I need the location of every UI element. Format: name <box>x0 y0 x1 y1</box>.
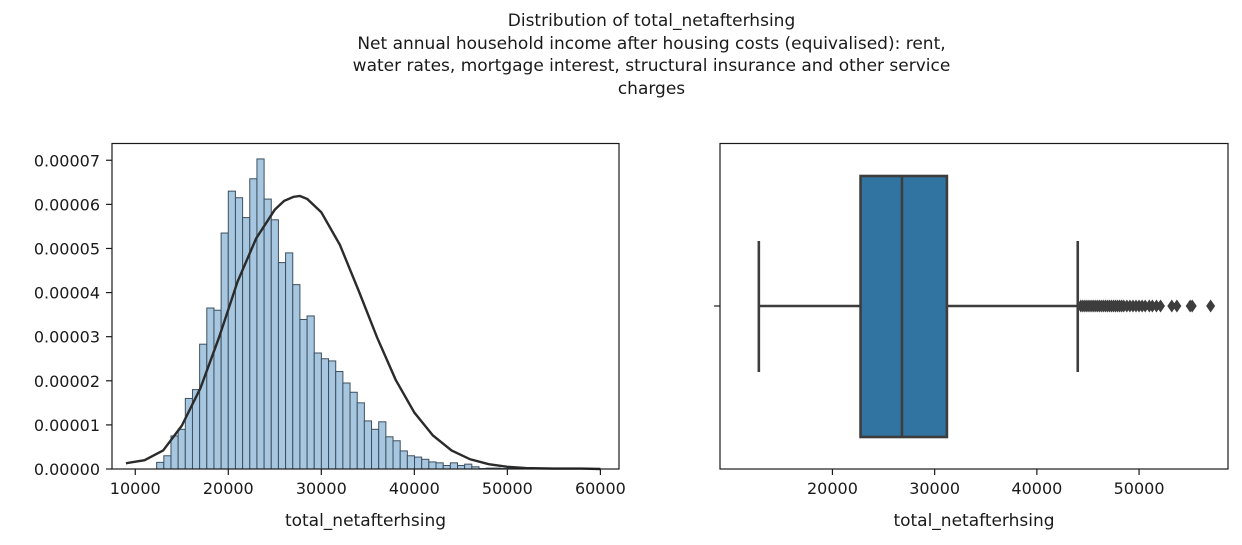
x-tick-label: 20000 <box>807 479 858 498</box>
histogram-axes-frame <box>111 142 620 470</box>
histogram-bar <box>328 360 337 470</box>
histogram-x-ticks: 10000 20000 30000 40000 50000 60000 <box>110 469 626 498</box>
histogram-bar <box>206 307 215 470</box>
boxplot-elements <box>757 174 1080 439</box>
histogram-y-ticks: 0.00000 0.00001 0.00002 0.00003 0.00004 0.000… <box>34 151 112 479</box>
histogram-x-axis-label: total_netafterhsing <box>285 511 446 531</box>
outlier-point <box>1167 299 1177 313</box>
x-tick-label: 10000 <box>110 479 161 498</box>
y-tick-label: 0.00006 <box>34 195 100 214</box>
interquartile-box <box>859 174 949 439</box>
boxplot-x-ticks: 20000 30000 40000 50000 <box>807 469 1165 498</box>
histogram-panel: 10000 20000 30000 40000 50000 60000 0.000000.… <box>34 142 626 531</box>
histogram-bar <box>378 421 387 470</box>
outlier-point <box>1172 299 1182 313</box>
histogram-bar <box>342 382 351 470</box>
histogram-bar <box>421 458 430 470</box>
histogram-bar <box>299 318 308 470</box>
histogram-bar <box>464 463 473 470</box>
x-tick-label: 50000 <box>482 479 533 498</box>
histogram-bar <box>163 455 172 470</box>
histogram-bar <box>385 436 394 470</box>
y-tick-label: 0.00002 <box>34 372 100 391</box>
histogram-bar <box>227 190 236 470</box>
histogram-bar <box>156 461 165 470</box>
histogram-bar <box>313 352 322 470</box>
y-tick-label: 0.00003 <box>34 328 100 347</box>
histogram-bar <box>220 232 229 470</box>
histogram-bar <box>270 219 279 470</box>
figure-title-line: Net annual household income after housin… <box>357 33 946 54</box>
histogram-bar <box>356 402 365 470</box>
histogram-bar <box>363 420 373 470</box>
histogram-bar <box>285 252 294 470</box>
histogram-bars <box>156 158 559 470</box>
outlier-point <box>1156 299 1166 313</box>
histogram-bar <box>435 462 444 470</box>
histogram-bar <box>349 391 358 470</box>
x-tick-label: 20000 <box>203 479 254 498</box>
histogram-bar <box>320 358 330 470</box>
figure-title: Distribution of total_netafterhsing Net … <box>0 10 1242 100</box>
histogram-bar <box>249 178 258 470</box>
histogram-bar <box>263 198 272 470</box>
boxplot-panel: 20000 30000 40000 50000 total_netafterhsing <box>714 142 1229 531</box>
outlier-point <box>1187 299 1197 313</box>
histogram-bar <box>371 428 380 470</box>
histogram-bar <box>449 462 458 470</box>
histogram-bar <box>277 262 287 470</box>
histogram-bar <box>428 461 437 470</box>
y-tick-label: 0.00005 <box>34 239 100 258</box>
histogram-bar <box>399 450 408 470</box>
y-tick-label: 0.00007 <box>34 151 100 170</box>
x-tick-label: 30000 <box>296 479 347 498</box>
y-tick-label: 0.00001 <box>34 416 100 435</box>
y-tick-label: 0.00000 <box>34 460 100 479</box>
x-tick-label: 50000 <box>1114 479 1165 498</box>
histogram-bar <box>306 315 315 470</box>
histogram-bar <box>256 158 265 470</box>
x-tick-label: 30000 <box>909 479 960 498</box>
histogram-bar <box>234 197 244 470</box>
histogram-bar <box>170 435 179 470</box>
histogram-bar <box>414 456 423 470</box>
figure-title-line: water rates, mortgage interest, structur… <box>352 56 951 76</box>
y-tick-label: 0.00004 <box>34 284 100 303</box>
histogram-bar <box>392 440 401 470</box>
outlier-point <box>1206 299 1216 313</box>
boxplot-outliers <box>1076 299 1216 313</box>
x-tick-label: 40000 <box>1011 479 1062 498</box>
x-tick-label: 40000 <box>389 479 440 498</box>
histogram-bar <box>406 455 416 470</box>
histogram-bar <box>199 343 208 470</box>
boxplot-axes-frame <box>719 142 1229 470</box>
fit-curve <box>125 194 601 471</box>
histogram-bar <box>292 284 301 470</box>
boxplot-x-axis-label: total_netafterhsing <box>893 511 1054 531</box>
x-tick-label: 60000 <box>575 479 626 498</box>
figure-title-line: charges <box>617 78 686 99</box>
histogram-bar <box>335 371 344 470</box>
histogram-bar <box>177 428 186 470</box>
figure-title-line: Distribution of total_netafterhsing <box>507 11 796 31</box>
